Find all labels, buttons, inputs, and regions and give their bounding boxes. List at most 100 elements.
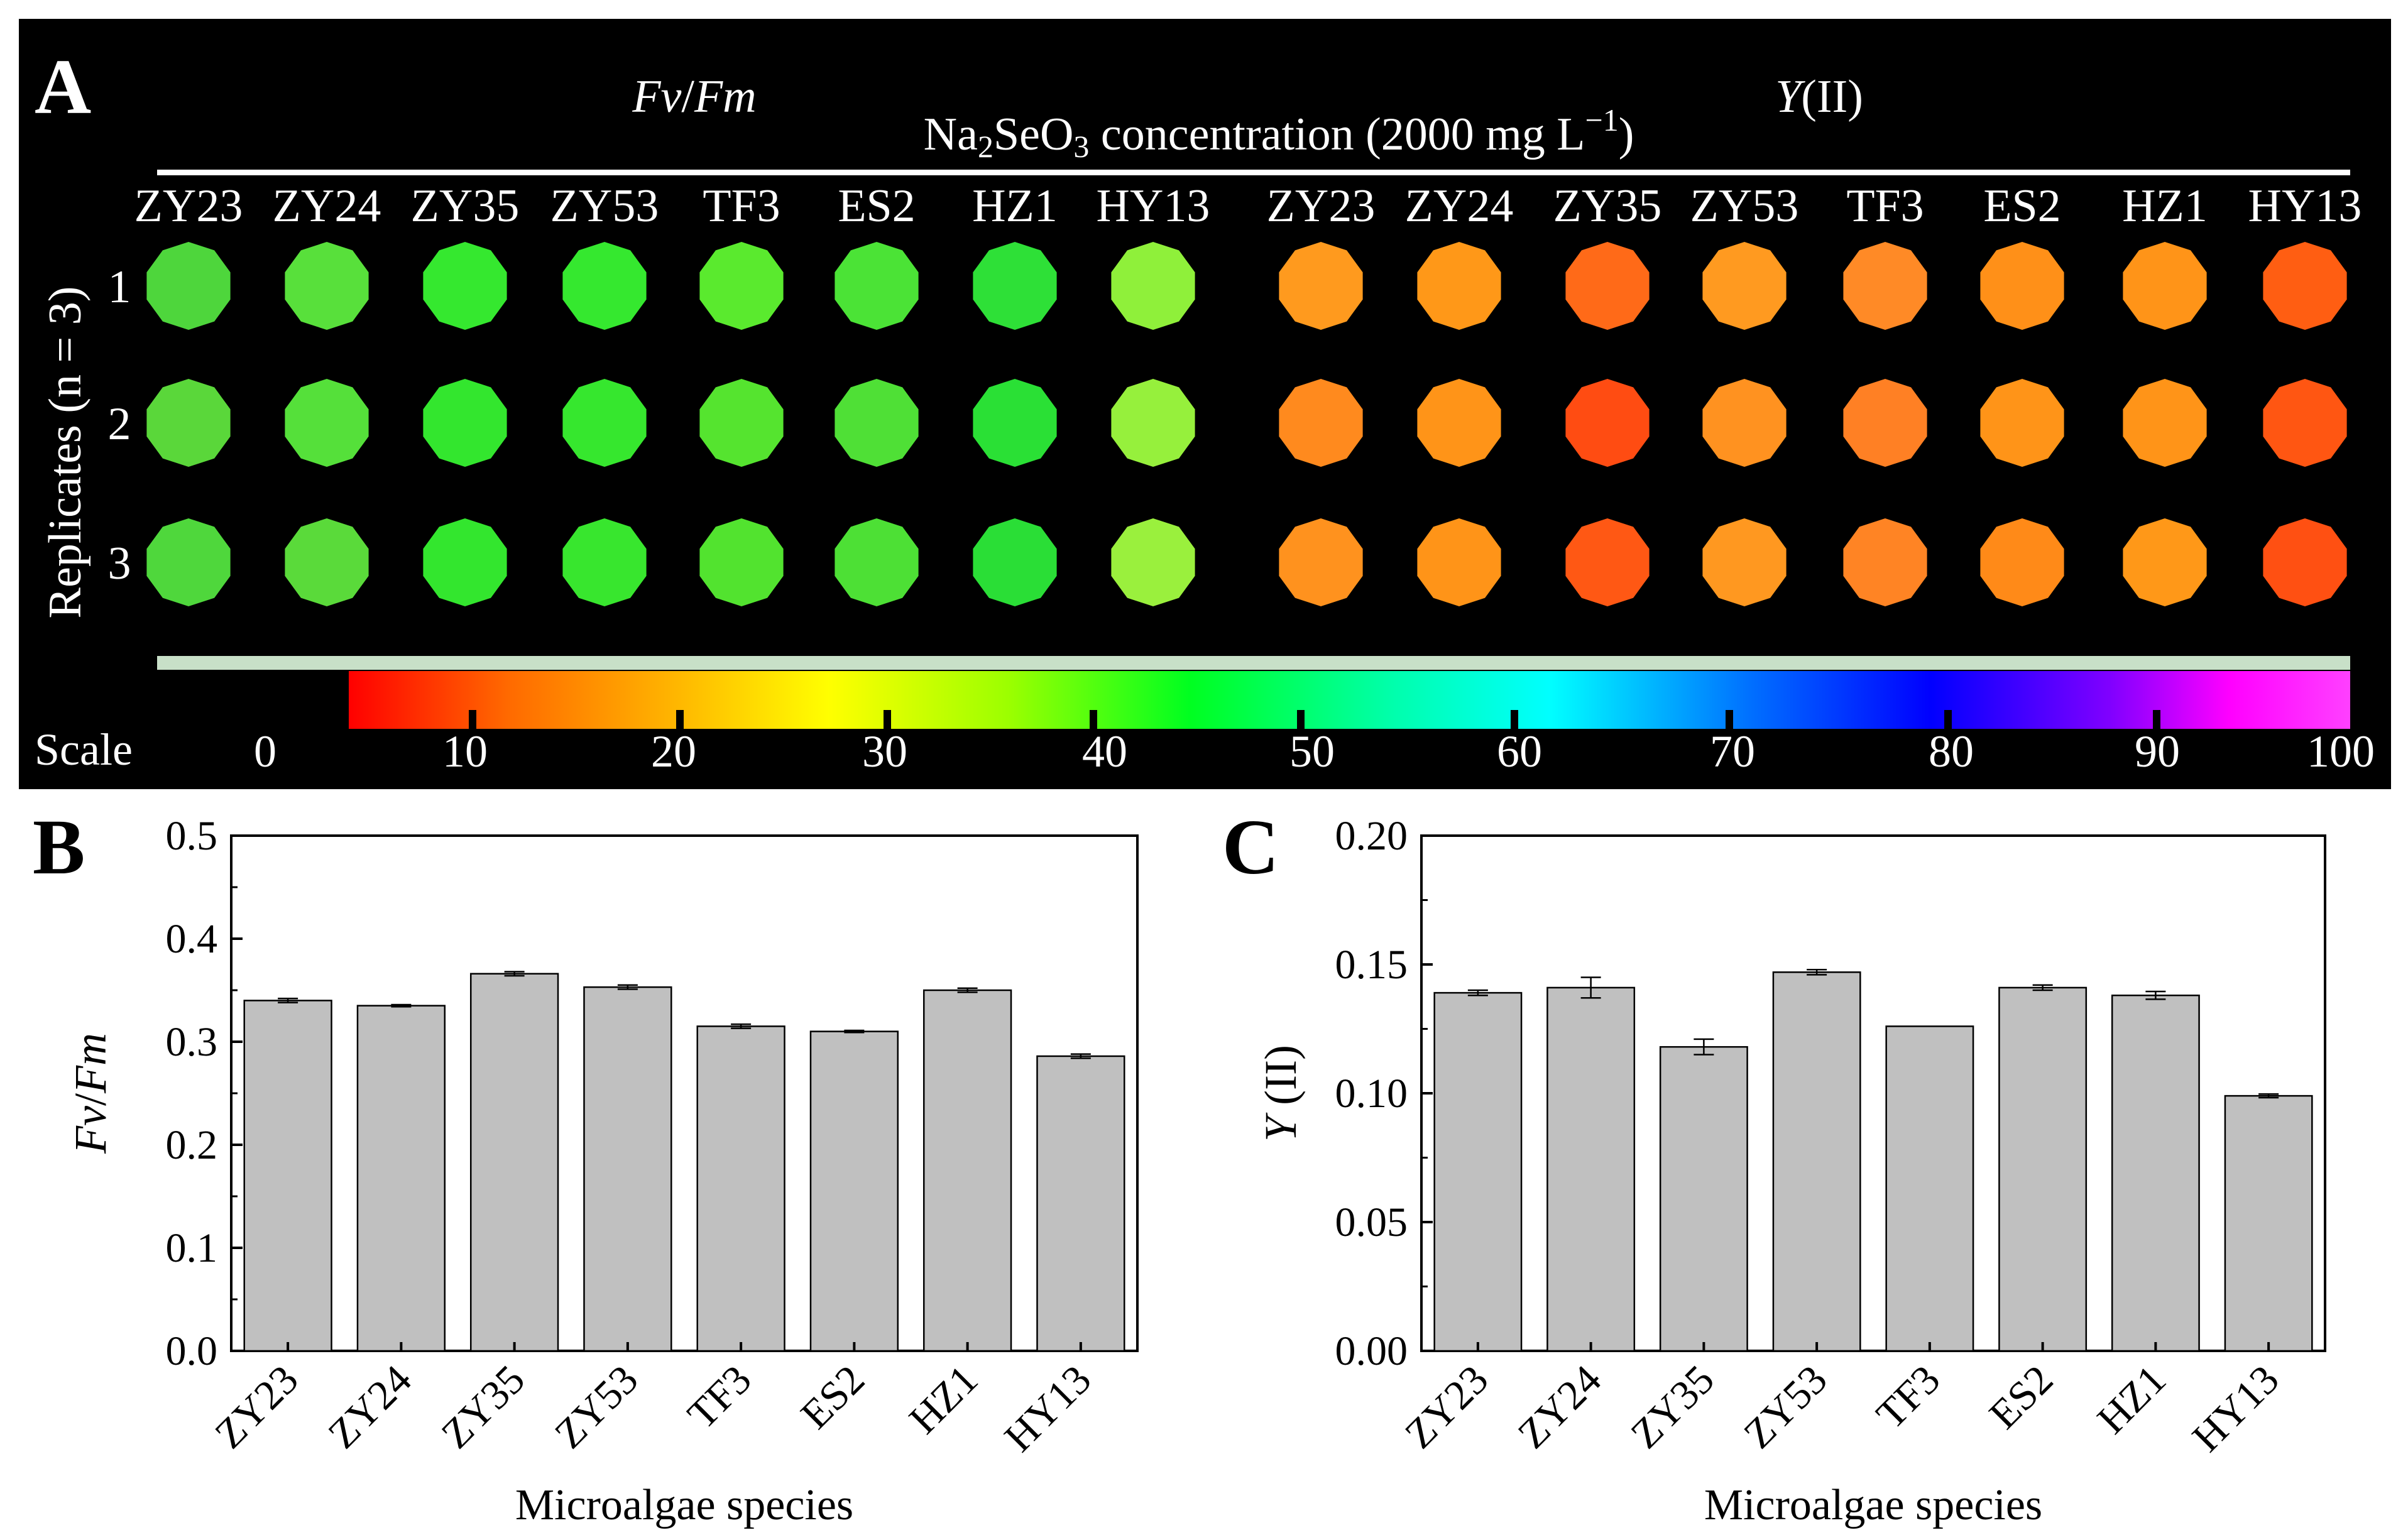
fvfm-group-title: Fv/Fm [632, 71, 756, 123]
y-well [2123, 242, 2206, 330]
fvfm-well [146, 379, 230, 467]
y-species-header: ES2 [1983, 180, 2060, 232]
replicates-axis-label: Replicates (n = 3) [40, 287, 91, 619]
color-scale-bar [349, 671, 2350, 729]
panel-c-label: C [1222, 804, 1279, 891]
y-well [1980, 379, 2064, 467]
scale-tick-label: 70 [1710, 726, 1755, 777]
y-well [1702, 518, 1786, 606]
y-well [1417, 379, 1501, 467]
panel-a: A Fv/Fm Y(II) Na2SeO3 concentration (200… [19, 19, 2391, 789]
category-label: ES2 [792, 1357, 873, 1438]
y-well [1702, 379, 1786, 467]
bar [1999, 988, 2086, 1351]
scale-tick-label: 10 [442, 726, 488, 777]
panel-b-label: B [33, 804, 85, 891]
fvfm-well [423, 518, 506, 606]
fvfm-well [1111, 518, 1195, 606]
bar [1547, 988, 1634, 1351]
replicate-number: 2 [108, 398, 131, 450]
scale-tick-label: 80 [1929, 726, 1974, 777]
y-well [2263, 379, 2346, 467]
scale-tick-label: 40 [1082, 726, 1127, 777]
y-species-header: TF3 [1846, 180, 1924, 232]
y-tick-label: 0.15 [1335, 942, 1408, 988]
scale-tick-label: 20 [651, 726, 696, 777]
y-well [1980, 518, 2064, 606]
y-tick-label: 0.10 [1335, 1071, 1408, 1117]
fvfm-well [973, 242, 1056, 330]
y-tick-label: 0.2 [166, 1122, 218, 1168]
fvfm-well [1111, 379, 1195, 467]
fvfm-well [146, 242, 230, 330]
bar [1773, 972, 1860, 1351]
y-species-header: ZY53 [1690, 180, 1799, 232]
y-tick-label: 0.3 [166, 1019, 218, 1065]
scale-tick-label: 50 [1289, 726, 1335, 777]
chart-c: 0.00 0.05 0.10 0.15 0.20 ZY23 ZY24 ZY35 ZY53 TF3 E… [1256, 813, 2325, 1529]
y-well [1565, 242, 1649, 330]
fvfm-well [562, 242, 646, 330]
fvfm-well [973, 379, 1056, 467]
panel-c: C 0.00 0.05 0.10 0.15 0.20 ZY23 ZY24 ZY35 ZY53 TF… [1222, 804, 2325, 1529]
fvfm-well [699, 518, 783, 606]
fvfm-well [699, 379, 783, 467]
bar [698, 1026, 785, 1351]
y-axis-label: Y (II) [1256, 1045, 1306, 1142]
y-species-header: HY13 [2248, 180, 2362, 232]
y-tick-label: 0.0 [166, 1328, 218, 1374]
bar [811, 1032, 898, 1351]
fvfm-well [285, 242, 368, 330]
y-well [1843, 379, 1927, 467]
category-label: ZY23 [206, 1357, 307, 1458]
y-tick-label: 0.5 [166, 813, 218, 859]
fvfm-well [699, 242, 783, 330]
fvfm-species-header: HZ1 [972, 180, 1058, 232]
scale-tick-label: 30 [862, 726, 907, 777]
y-well [1565, 518, 1649, 606]
fvfm-species-header: ES2 [838, 180, 915, 232]
y-group-title: Y(II) [1775, 71, 1863, 123]
bar [244, 1000, 332, 1351]
panel-a-label: A [35, 44, 91, 131]
y-axis-label: Fv/Fm [65, 1033, 116, 1154]
fvfm-well [835, 379, 918, 467]
y-species-header: ZY24 [1405, 180, 1514, 232]
fvfm-well [423, 379, 506, 467]
category-label: ZY24 [1509, 1357, 1611, 1458]
x-axis-label: Microalgae species [515, 1481, 853, 1529]
y-tick-label: 0.00 [1335, 1328, 1408, 1374]
category-label: ZY53 [546, 1357, 647, 1458]
bar [471, 974, 558, 1351]
category-label: HY13 [996, 1357, 1100, 1461]
y-well [1565, 379, 1649, 467]
bar [1435, 993, 1521, 1351]
y-well [1279, 242, 1362, 330]
y-well [1980, 242, 2064, 330]
x-axis-label: Microalgae species [1704, 1481, 2042, 1529]
y-well [2123, 379, 2206, 467]
bar [2225, 1096, 2312, 1351]
scale-label: Scale [35, 724, 133, 775]
y-species-header: ZY23 [1267, 180, 1376, 232]
y-well [2263, 518, 2346, 606]
bar [2112, 995, 2199, 1351]
category-label: ZY23 [1396, 1357, 1497, 1458]
bar [1660, 1047, 1747, 1351]
category-label: ZY53 [1735, 1357, 1836, 1458]
y-well [2123, 518, 2206, 606]
bar [584, 987, 671, 1351]
replicate-number: 3 [108, 538, 131, 589]
y-tick-label: 0.20 [1335, 813, 1408, 859]
y-well [2263, 242, 2346, 330]
y-well [1843, 518, 1927, 606]
category-label: TF3 [1868, 1357, 1949, 1438]
fvfm-well [973, 518, 1056, 606]
y-well [1279, 518, 1362, 606]
y-well [1417, 518, 1501, 606]
replicate-numbers: 1 2 3 [108, 261, 131, 589]
category-label: ZY35 [433, 1357, 534, 1458]
fvfm-species-header: HY13 [1097, 180, 1210, 232]
category-label: HZ1 [2089, 1357, 2175, 1443]
bar [1886, 1026, 1973, 1351]
